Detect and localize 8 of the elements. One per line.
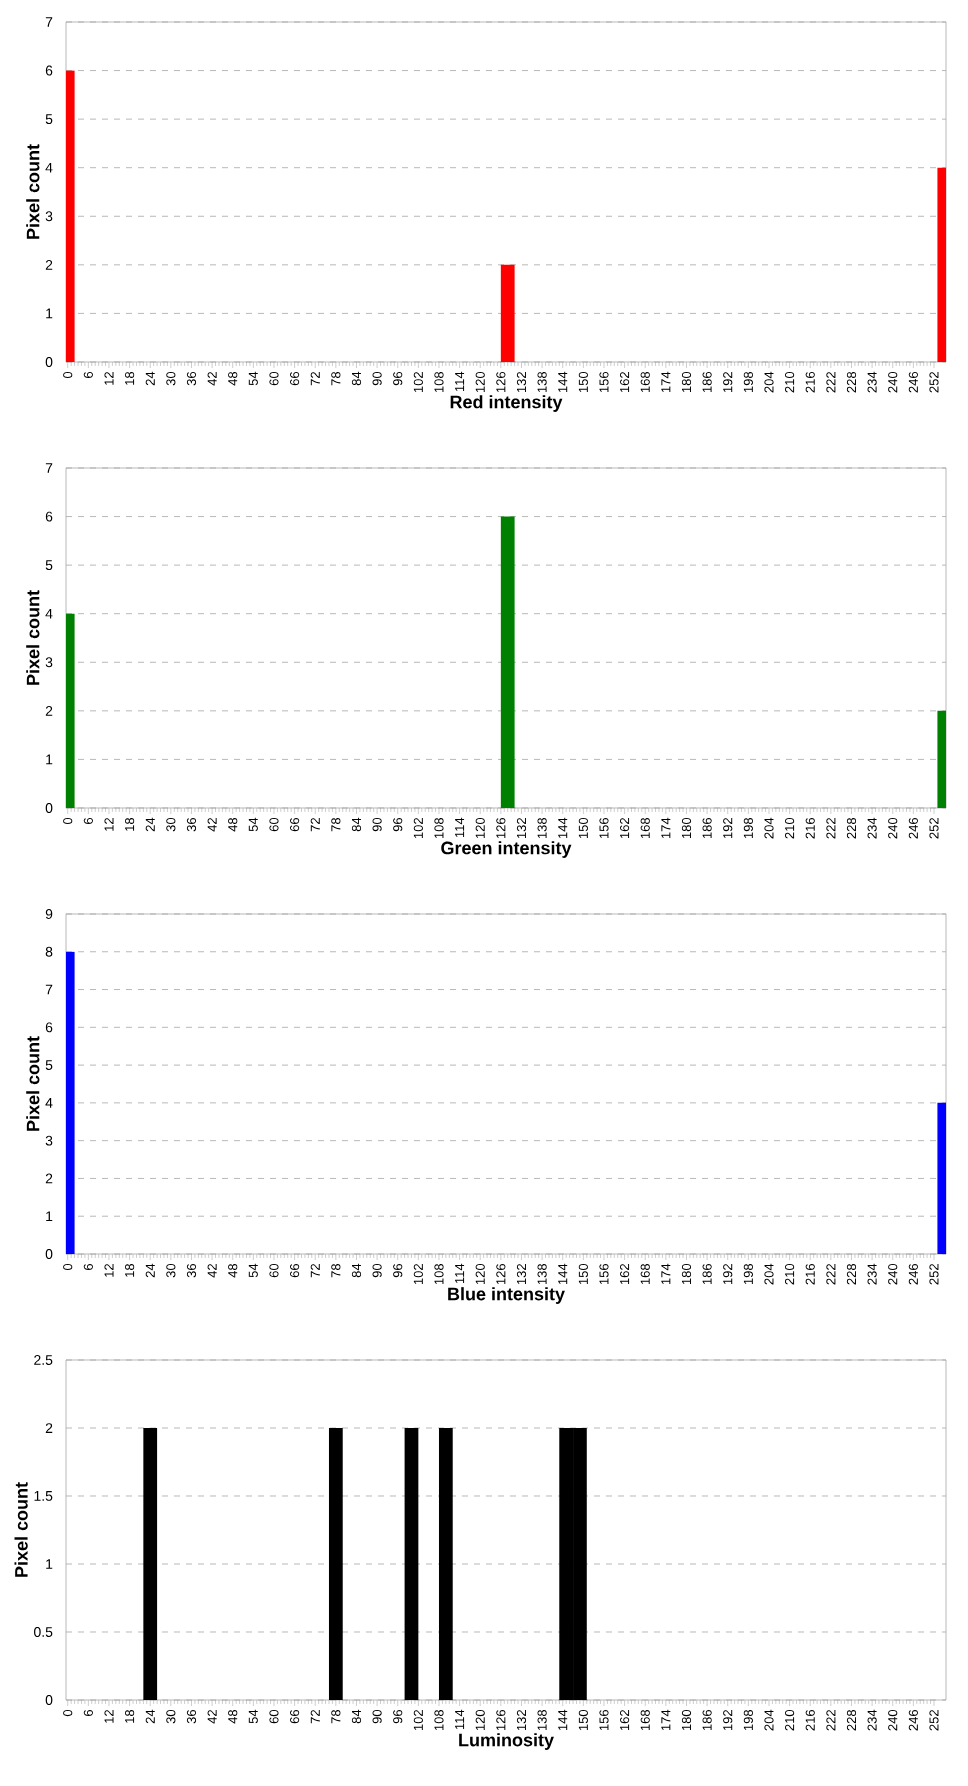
y-axis-title: Pixel count — [26, 590, 40, 685]
x-axis-title: Red intensity — [450, 395, 563, 412]
x-axis-title: Blue intensity — [448, 1287, 565, 1304]
y-axis-title: Pixel count — [26, 144, 40, 239]
x-axis-title: Luminosity — [459, 1733, 554, 1750]
x-axis-title: Green intensity — [441, 841, 572, 858]
y-axis-title: Pixel count — [14, 1482, 28, 1577]
y-axis-title: Pixel count — [26, 1036, 40, 1131]
